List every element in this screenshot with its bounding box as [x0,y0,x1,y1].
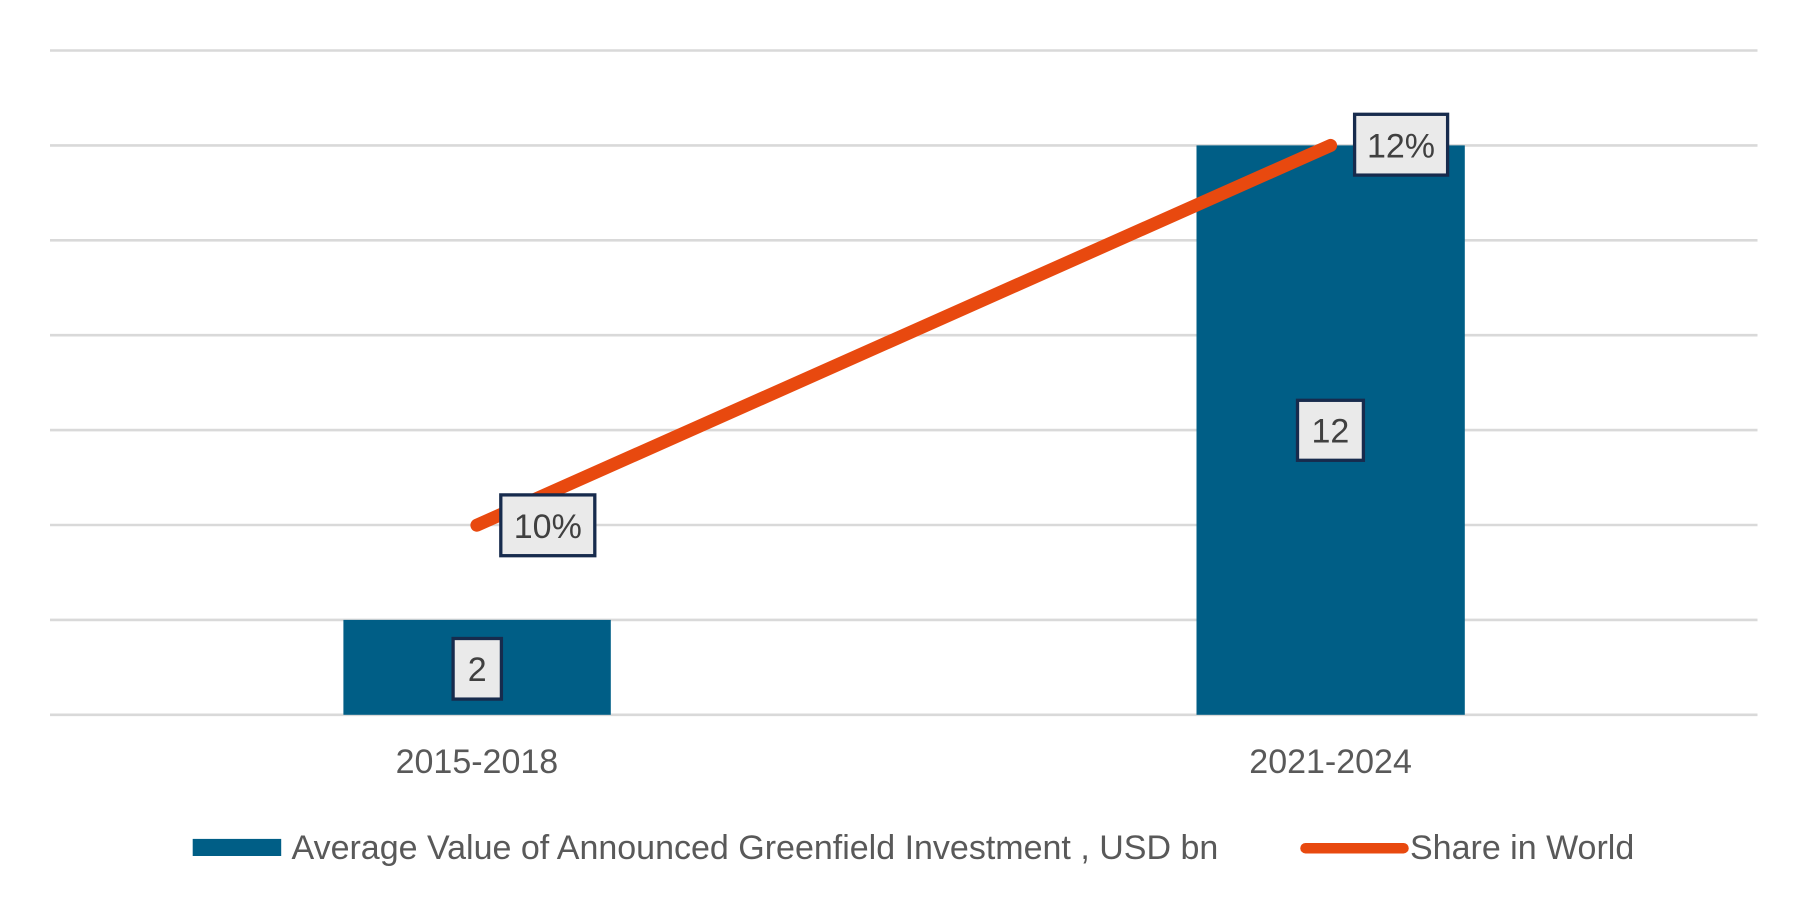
svg-text:2015-2018: 2015-2018 [396,743,559,781]
svg-text:10%: 10% [514,508,582,546]
svg-text:Average Value of Announced Gre: Average Value of Announced Greenfield In… [292,829,1219,867]
svg-text:12%: 12% [1367,127,1435,165]
svg-text:2: 2 [468,651,487,689]
svg-text:Share in World: Share in World [1410,829,1634,867]
svg-text:12: 12 [1311,413,1349,451]
svg-text:2021-2024: 2021-2024 [1249,743,1412,781]
